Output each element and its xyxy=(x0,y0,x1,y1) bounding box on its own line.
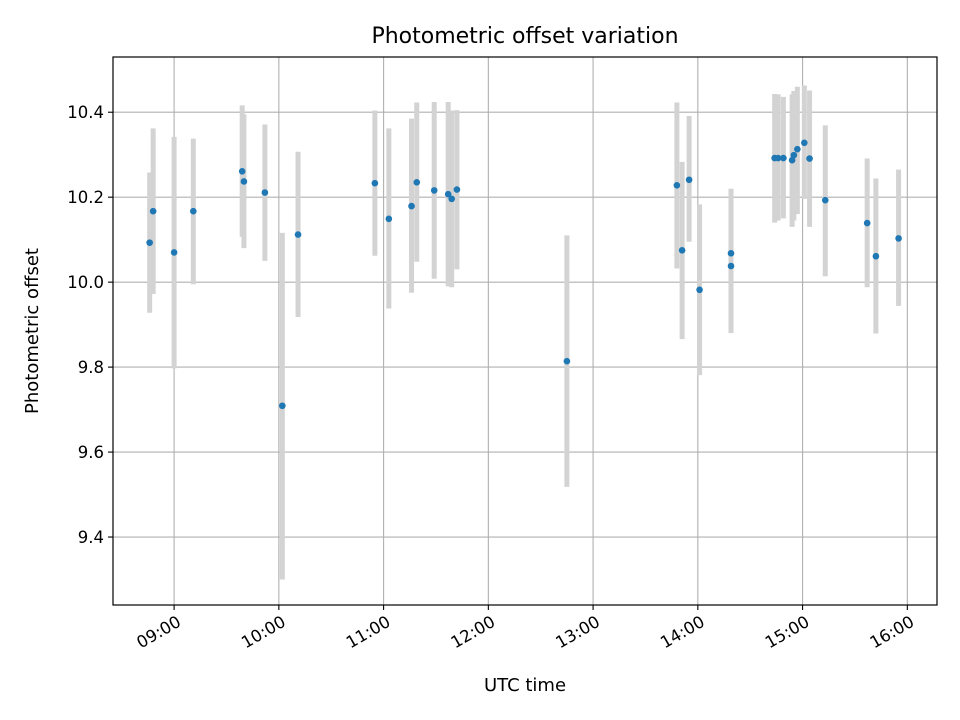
data-point xyxy=(170,249,178,256)
data-point xyxy=(371,179,379,187)
data-point xyxy=(385,215,393,223)
x-axis-label: UTC time xyxy=(484,675,566,696)
data-point xyxy=(801,139,808,147)
data-point xyxy=(727,262,735,270)
data-point xyxy=(240,178,248,185)
data-point xyxy=(872,252,880,260)
data-point xyxy=(413,179,421,186)
data-point xyxy=(453,186,461,193)
chart-title: Photometric offset variation xyxy=(371,24,678,49)
plot-frame xyxy=(112,56,938,606)
data-point xyxy=(774,154,782,162)
data-points xyxy=(146,139,902,410)
data-point xyxy=(678,246,686,254)
data-point xyxy=(408,202,415,210)
data-point xyxy=(696,286,703,294)
y-tick-label: 9.4 xyxy=(78,528,104,547)
data-point xyxy=(863,219,871,227)
data-point xyxy=(895,235,902,242)
data-point xyxy=(685,176,693,184)
data-point xyxy=(727,249,735,257)
data-point xyxy=(279,402,286,410)
data-point xyxy=(673,181,681,189)
data-point xyxy=(821,196,829,204)
data-point xyxy=(806,155,813,162)
y-tick-label: 9.8 xyxy=(78,358,104,377)
data-point xyxy=(238,167,246,175)
data-point xyxy=(794,145,801,153)
y-tick-label: 10.2 xyxy=(67,188,104,207)
data-point xyxy=(563,357,571,365)
data-point xyxy=(294,231,302,238)
data-point xyxy=(444,190,452,198)
data-point xyxy=(788,156,796,164)
data-point xyxy=(146,239,153,246)
data-point xyxy=(780,154,787,162)
data-point xyxy=(790,151,798,159)
y-tick-label: 9.6 xyxy=(78,443,104,462)
data-point xyxy=(448,195,455,203)
data-point xyxy=(430,187,438,194)
data-point xyxy=(190,207,197,215)
data-point xyxy=(149,207,157,215)
y-tick-label: 10.0 xyxy=(67,273,104,292)
data-point xyxy=(261,189,269,196)
y-axis-label: Photometric offset xyxy=(22,248,43,414)
y-tick-label: 10.4 xyxy=(67,103,104,122)
